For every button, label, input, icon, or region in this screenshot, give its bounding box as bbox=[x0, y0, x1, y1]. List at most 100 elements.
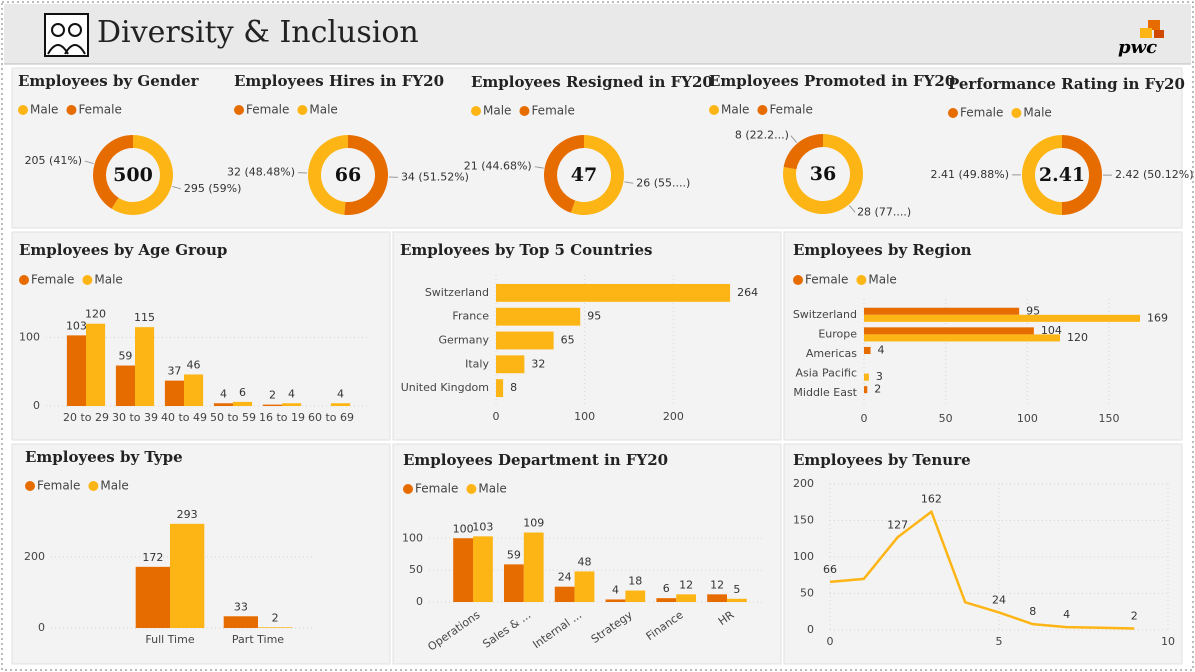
bar bbox=[184, 374, 204, 406]
bar bbox=[262, 404, 282, 406]
panel bbox=[783, 443, 1183, 665]
legend-label: Female bbox=[78, 103, 121, 117]
leader-line bbox=[790, 135, 798, 143]
y-tick-label: 100 bbox=[402, 531, 423, 544]
legend-label: Female bbox=[415, 482, 458, 496]
data-label: 59 bbox=[507, 548, 521, 561]
data-label: 293 bbox=[177, 508, 198, 521]
donut-slice bbox=[570, 135, 624, 215]
x-tick-label: Full Time bbox=[145, 633, 194, 646]
legend-marker bbox=[403, 484, 413, 494]
data-label: 2 bbox=[874, 383, 881, 396]
donut-slice bbox=[1021, 135, 1062, 215]
chart-title: Employees by Gender bbox=[18, 72, 200, 90]
header-band bbox=[4, 4, 1191, 64]
data-label: 8 (22.2...) bbox=[735, 129, 789, 142]
legend-marker bbox=[88, 481, 99, 491]
y-tick-label: 150 bbox=[793, 514, 814, 527]
x-tick-label: 50 bbox=[939, 412, 953, 425]
y-tick-label: Middle East bbox=[793, 386, 857, 399]
chart-title: Employees by Region bbox=[793, 241, 972, 259]
data-label: 120 bbox=[1067, 331, 1088, 344]
y-tick-label: 100 bbox=[793, 550, 814, 563]
bar bbox=[170, 523, 205, 628]
page-title: Diversity & Inclusion bbox=[97, 15, 419, 50]
y-tick-label: 100 bbox=[19, 330, 40, 343]
bar bbox=[864, 346, 871, 354]
chart-title: Performance Rating in Fy20 bbox=[948, 75, 1185, 93]
donut-slice bbox=[543, 135, 584, 213]
donut-slice bbox=[1061, 135, 1102, 215]
donut-slice bbox=[344, 135, 388, 215]
y-tick-label: 0 bbox=[33, 399, 40, 412]
y-tick-label: 200 bbox=[793, 477, 814, 490]
data-label: 2.42 (50.12%) bbox=[1115, 168, 1194, 181]
bar bbox=[233, 401, 253, 406]
data-label: 120 bbox=[85, 308, 106, 321]
legend-label: Female bbox=[960, 106, 1003, 120]
data-label: 24 bbox=[558, 571, 572, 584]
donut-slice bbox=[783, 134, 863, 215]
y-tick-label: 200 bbox=[24, 550, 45, 563]
data-label: 59 bbox=[118, 350, 132, 363]
bar bbox=[727, 598, 747, 602]
chart-title: Employees Department in FY20 bbox=[403, 451, 668, 469]
bar bbox=[258, 627, 293, 628]
bar bbox=[864, 373, 869, 381]
legend-marker bbox=[234, 105, 244, 115]
donut-slice bbox=[783, 134, 823, 170]
data-label: 4 bbox=[612, 583, 619, 596]
bar bbox=[453, 538, 473, 602]
chart-title: Employees Promoted in FY20 bbox=[709, 72, 955, 90]
legend-marker bbox=[709, 105, 719, 115]
bar bbox=[223, 616, 258, 628]
y-tick-label: Americas bbox=[806, 347, 857, 360]
legend-label: Female bbox=[531, 104, 574, 118]
leader-line bbox=[534, 166, 544, 169]
donut-center-label: 36 bbox=[810, 163, 836, 185]
data-label: 169 bbox=[1147, 311, 1168, 324]
data-label: 95 bbox=[1026, 304, 1040, 317]
bar bbox=[864, 386, 868, 394]
y-tick-label: United Kingdom bbox=[401, 381, 489, 394]
donut-center-label: 66 bbox=[335, 164, 361, 186]
legend-label: Female bbox=[805, 273, 848, 287]
data-label: 12 bbox=[710, 578, 724, 591]
donut-center-label: 47 bbox=[571, 164, 597, 186]
data-label: 295 (59%) bbox=[184, 182, 242, 195]
x-tick-label: 0 bbox=[493, 410, 500, 423]
bar bbox=[473, 536, 493, 602]
x-tick-label: 16 to 19 bbox=[259, 411, 305, 424]
donut-slice bbox=[111, 135, 173, 215]
x-tick-label: 200 bbox=[663, 410, 684, 423]
data-label: 28 (77....) bbox=[857, 205, 911, 218]
logo: pwc bbox=[1118, 37, 1157, 58]
donut-center-label: 500 bbox=[113, 164, 153, 186]
data-label: 4 bbox=[288, 387, 295, 400]
bar bbox=[523, 532, 544, 602]
legend-marker bbox=[519, 106, 530, 116]
data-label: 5 bbox=[733, 583, 740, 596]
data-label: 4 bbox=[337, 387, 344, 400]
leader-line bbox=[848, 205, 856, 213]
bar bbox=[554, 586, 575, 602]
bar bbox=[496, 379, 504, 398]
legend-marker bbox=[466, 484, 477, 494]
legend-label: Female bbox=[246, 103, 289, 117]
legend-label: Female bbox=[37, 479, 80, 493]
donut-center-label: 2.41 bbox=[1039, 164, 1085, 186]
logo-mark bbox=[1140, 20, 1164, 38]
bar bbox=[864, 307, 1020, 315]
chart-title: Employees by Tenure bbox=[793, 451, 971, 469]
data-label: 2 bbox=[272, 611, 279, 624]
y-tick-label: Switzerland bbox=[425, 286, 489, 299]
x-tick-label: 10 bbox=[1161, 635, 1175, 648]
line-series bbox=[829, 509, 1135, 630]
donut-slice bbox=[307, 135, 348, 215]
x-tick-label: 100 bbox=[574, 410, 595, 423]
data-label: 6 bbox=[663, 582, 670, 595]
leader-line bbox=[172, 185, 182, 190]
legend-label: Female bbox=[31, 273, 74, 287]
